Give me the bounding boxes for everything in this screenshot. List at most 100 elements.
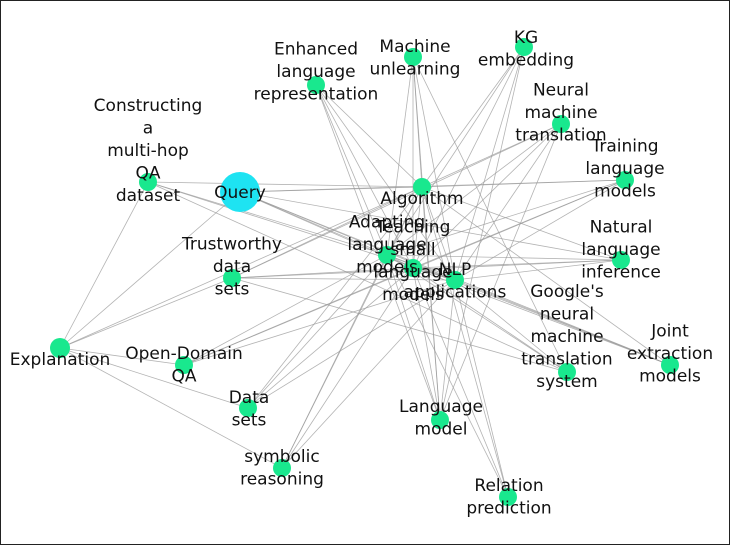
node-label-line: language — [373, 262, 452, 282]
node-joint-extraction[interactable] — [661, 356, 679, 374]
node-label-line: small — [390, 240, 435, 260]
edge-open-domain-qa-teaching-small — [183, 267, 414, 366]
node-label-line: KG — [514, 28, 538, 48]
edge-joint-extraction-nlp-applications — [454, 279, 671, 366]
node-label-line: Joint — [650, 322, 689, 342]
node-enhanced[interactable] — [307, 76, 325, 94]
edge-data-sets-nlp-applications — [247, 279, 456, 409]
node-label-line: models — [382, 285, 444, 305]
node-label-line: Teaching — [375, 217, 451, 237]
edge-language-model-algorithm — [421, 186, 441, 421]
node-machine-unlearning[interactable] — [404, 48, 422, 66]
edge-algorithm-teaching-small — [412, 186, 423, 269]
edge-symbolic-reasoning-teaching-small — [281, 267, 414, 469]
node-label-line: Constructing — [94, 96, 203, 116]
edge-language-model-nlp-applications — [439, 279, 456, 421]
edge-machine-unlearning-adapting — [386, 56, 414, 256]
node-label-line: embedding — [478, 50, 574, 70]
edge-enhanced-language-model — [315, 84, 441, 421]
node-label-query: Query — [214, 183, 266, 203]
edge-query-explanation — [59, 191, 241, 349]
node-googles-nmt[interactable] — [558, 363, 576, 381]
edge-layer — [59, 46, 671, 498]
node-symbolic-reasoning[interactable] — [273, 459, 291, 477]
edge-relation-prediction-algorithm — [421, 186, 509, 498]
node-constructing[interactable] — [139, 173, 157, 191]
node-label-constructing: Constructing a multi-hop QA dataset — [94, 96, 203, 206]
node-label-teaching-small: Teaching small language models — [373, 217, 452, 305]
node-nlp-applications[interactable] — [446, 271, 464, 289]
node-label-line: Explanation — [10, 350, 111, 370]
edge-explanation-trustworthy — [59, 277, 233, 349]
node-label-line: representation — [254, 85, 379, 105]
node-label-adapting: Adapting language models — [347, 213, 426, 278]
edge-explanation-algorithm — [59, 186, 423, 349]
node-explanation[interactable] — [50, 338, 70, 358]
node-label-machine-unlearning: Machine unlearning — [370, 37, 461, 80]
edge-trustworthy-googles-nmt — [231, 277, 568, 373]
node-label-line: extraction — [627, 344, 713, 364]
node-label-line: sets — [232, 410, 267, 430]
node-label-line: NLP — [439, 260, 471, 280]
edge-explanation-symbolic-reasoning — [59, 347, 283, 469]
edge-enhanced-teaching-small — [315, 84, 414, 269]
edge-enhanced-nlp-applications — [315, 84, 456, 281]
node-training-lm[interactable] — [616, 171, 634, 189]
node-data-sets[interactable] — [239, 399, 257, 417]
node-label-nlp-applications: NLP applications — [404, 260, 507, 303]
node-label-line: machine — [530, 327, 603, 347]
node-label-line: language — [585, 159, 664, 179]
node-label-line: Open-Domain — [125, 344, 243, 364]
node-label-line: Training — [590, 137, 658, 157]
edge-relation-prediction-nlp-applications — [454, 279, 509, 498]
edge-relation-prediction-teaching-small — [412, 267, 509, 498]
node-label-relation-prediction: Relation prediction — [466, 476, 551, 519]
node-language-model[interactable] — [431, 411, 449, 429]
edge-constructing-algorithm — [147, 181, 423, 188]
node-label-data-sets: Data sets — [229, 388, 270, 431]
node-relation-prediction[interactable] — [499, 488, 517, 506]
edge-query-natural-language-inference — [239, 191, 622, 261]
node-trustworthy[interactable] — [223, 269, 241, 287]
edge-open-domain-qa-adapting — [183, 254, 388, 366]
edge-googles-nmt-teaching-small — [412, 267, 568, 373]
node-label-line: system — [536, 372, 597, 392]
node-label-line: language — [581, 240, 660, 260]
node-adapting[interactable] — [378, 246, 396, 264]
node-label-line: unlearning — [370, 59, 461, 79]
node-label-line: Algorithm — [380, 189, 463, 209]
edge-explanation-open-domain-qa — [59, 347, 185, 366]
edge-googles-nmt-nlp-applications — [454, 279, 568, 373]
edge-kg-embedding-teaching-small — [412, 46, 525, 269]
edge-relation-prediction-adapting — [386, 254, 509, 498]
node-label-algorithm: Algorithm — [380, 189, 463, 209]
edge-enhanced-algorithm — [315, 84, 423, 188]
node-open-domain-qa[interactable] — [175, 356, 193, 374]
node-label-line: applications — [404, 282, 507, 302]
node-kg-embedding[interactable] — [515, 38, 533, 56]
edge-joint-extraction-algorithm — [421, 186, 671, 366]
node-label-line: Trustworthy — [181, 235, 282, 255]
edge-natural-language-inference-algorithm — [421, 186, 622, 261]
edge-explanation-data-sets — [59, 347, 249, 409]
node-teaching-small[interactable] — [404, 259, 422, 277]
node-label-line: multi-hop — [107, 141, 189, 161]
node-query[interactable] — [220, 172, 260, 212]
node-label-enhanced: Enhanced language representation — [254, 40, 379, 105]
node-neural-mt[interactable] — [552, 115, 570, 133]
node-natural-language-inference[interactable] — [612, 251, 630, 269]
edge-trustworthy-neural-mt — [231, 123, 562, 279]
edge-data-sets-algorithm — [247, 186, 423, 409]
node-label-googles-nmt: Google's neural machine translation system — [521, 282, 612, 392]
node-label-line: Query — [214, 183, 266, 203]
node-label-line: models — [356, 258, 418, 278]
node-label-neural-mt: Neural machine translation — [515, 81, 606, 146]
node-algorithm[interactable] — [413, 178, 431, 196]
node-label-line: Language — [399, 397, 483, 417]
edge-language-model-adapting — [386, 254, 441, 421]
node-label-line: Machine — [379, 37, 450, 57]
node-label-training-lm: Training language models — [585, 137, 664, 202]
edge-constructing-adapting — [147, 181, 388, 256]
edge-open-domain-qa-nlp-applications — [183, 279, 456, 366]
